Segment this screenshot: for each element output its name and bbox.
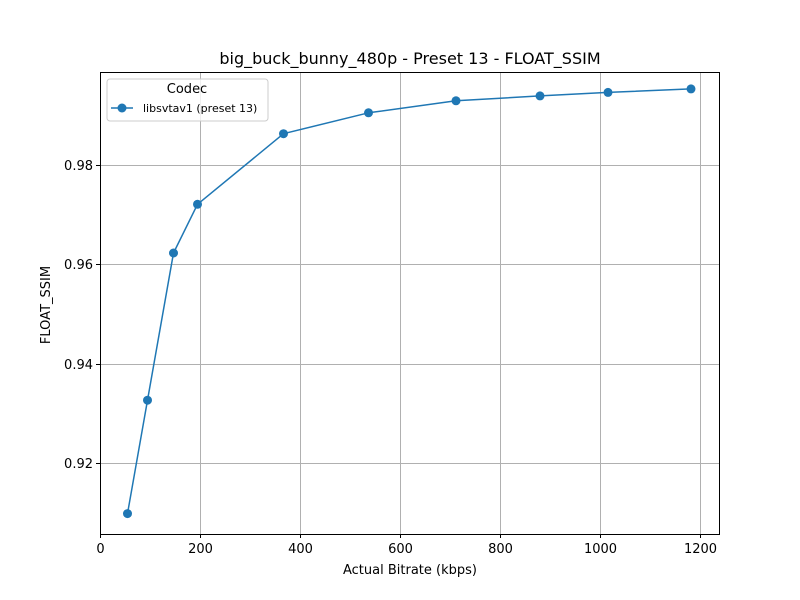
legend-marker-swatch [117,103,127,113]
y-tick-label: 0.98 [64,159,93,174]
x-axis-label: Actual Bitrate (kbps) [343,563,477,578]
y-axis-label: FLOAT_SSIM [39,266,54,344]
data-point [123,509,132,519]
data-point [364,108,373,118]
chart-title: big_buck_bunny_480p - Preset 13 - FLOAT_… [219,49,600,69]
legend: Codec libsvtav1 (preset 13) [106,78,269,122]
x-tick-label: 200 [188,542,213,557]
y-tick-label: 0.96 [64,258,93,273]
data-point [603,87,613,97]
axis-ticks: 0 200 400 600 800 1000 1200 0.92 0.94 0.96 0.98 [64,159,717,557]
series-layer [123,84,696,519]
data-point [169,248,178,258]
legend-box [106,78,269,122]
y-tick-label: 0.92 [64,457,93,472]
legend-title: Codec [167,82,207,97]
data-point [279,129,288,139]
x-tick-label: 600 [388,542,413,557]
y-tick-label: 0.94 [64,358,93,373]
series-line [126,88,692,514]
x-tick-label: 1200 [684,542,717,557]
plot-area-frame [100,72,720,535]
x-tick-label: 1000 [584,542,617,557]
data-point [193,199,202,209]
data-point [535,91,545,101]
data-point [686,84,696,94]
legend-entry-label: libsvtav1 (preset 13) [143,102,257,115]
data-point [451,96,461,106]
x-tick-label: 800 [488,542,513,557]
x-tick-label: 400 [288,542,313,557]
x-tick-label: 0 [96,542,104,557]
data-point [143,395,152,405]
grid-lines [100,72,719,534]
